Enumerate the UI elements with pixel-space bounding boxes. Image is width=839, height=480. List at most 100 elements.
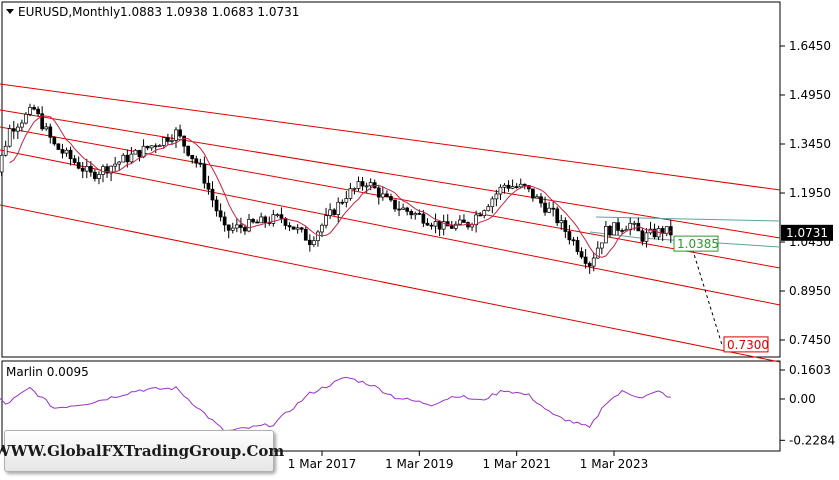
candle-body <box>385 193 389 197</box>
candle-body <box>356 181 361 189</box>
candle-body <box>234 224 239 229</box>
candle-body <box>324 215 328 226</box>
current-price-box <box>781 224 833 241</box>
candle-body <box>239 224 243 228</box>
candle-body <box>506 184 511 189</box>
candle-body <box>328 209 332 216</box>
y-tick-label: 1.3450 <box>789 137 831 151</box>
candle-body <box>60 149 65 154</box>
candle-body <box>275 214 280 217</box>
ohlc-header: 1.0883 1.0938 1.0683 1.0731 <box>120 5 299 19</box>
candle-body <box>591 257 596 267</box>
candle-body <box>608 226 612 236</box>
candle-body <box>7 128 12 147</box>
candle-body <box>56 143 61 150</box>
candle-body <box>449 225 454 229</box>
candle-body <box>640 230 645 242</box>
candle-body <box>101 166 105 175</box>
candle-body <box>648 228 653 234</box>
candle-body <box>312 240 316 245</box>
channel-line <box>0 109 781 239</box>
candle-body <box>632 222 637 225</box>
candle-body <box>494 193 499 200</box>
collapse-triangle-icon[interactable] <box>6 9 14 14</box>
marlin-y-tick-label: 0.1603 <box>789 363 831 377</box>
y-tick-label: 1.4950 <box>789 88 831 102</box>
candle-body <box>44 126 49 130</box>
candle-body <box>620 230 624 232</box>
candle-body <box>539 196 543 204</box>
candle-body <box>453 223 458 229</box>
current-price-label: 1.0731 <box>786 226 828 240</box>
candle-body <box>518 183 523 188</box>
candle-body <box>153 145 158 148</box>
candle-body <box>194 158 199 164</box>
moving-average-line <box>9 115 672 258</box>
candle-body <box>178 129 182 137</box>
candle-body <box>575 240 580 252</box>
candle-body <box>255 221 259 224</box>
candle-body <box>604 226 608 244</box>
candle-body <box>271 214 276 224</box>
candle-body <box>32 107 36 110</box>
candle-body <box>222 216 227 226</box>
target-label: 0.7300 <box>727 338 769 352</box>
candle-body <box>52 136 57 145</box>
candle-body <box>88 166 93 173</box>
candle-body <box>486 206 491 212</box>
candle-body <box>352 188 357 190</box>
marlin-title: Marlin 0.0095 <box>6 365 89 379</box>
candle-body <box>141 145 146 158</box>
candle-body <box>401 207 405 210</box>
candle-body <box>117 161 122 165</box>
candle-body <box>72 158 77 163</box>
candle-body <box>198 162 203 165</box>
candle-body <box>149 145 154 149</box>
chart-title: EURUSD,Monthly <box>18 5 120 19</box>
candle-body <box>121 154 126 163</box>
candle-body <box>24 113 28 124</box>
candle-body <box>247 219 251 232</box>
candle-body <box>551 207 556 210</box>
candle-body <box>510 186 515 189</box>
channel-line <box>0 204 781 363</box>
candle-body <box>218 210 223 218</box>
candle-body <box>320 224 324 233</box>
candle-body <box>579 251 584 258</box>
candle-body <box>332 209 337 215</box>
candle-body <box>547 207 551 213</box>
candle-body <box>348 188 353 199</box>
candle-body <box>555 208 560 224</box>
candle-body <box>109 165 113 174</box>
candle-body <box>137 149 142 158</box>
candle-body <box>105 166 109 174</box>
candle-body <box>567 231 572 241</box>
candle-body <box>170 140 174 142</box>
candle-body <box>182 135 186 147</box>
candle-body <box>531 188 535 199</box>
candle-body <box>526 185 531 190</box>
candle-body <box>97 174 101 179</box>
candle-body <box>316 231 320 242</box>
candle-body <box>490 198 495 208</box>
candle-body <box>599 242 604 249</box>
candle-body <box>283 218 288 226</box>
marlin-pane <box>1 360 781 452</box>
candle-body <box>15 126 20 132</box>
y-tick-label: 0.7450 <box>789 333 831 347</box>
candle-body <box>502 184 507 188</box>
candle-body <box>668 226 673 236</box>
candle-body <box>307 239 312 245</box>
candle-body <box>360 181 365 187</box>
candle-body <box>11 128 16 132</box>
candle-body <box>80 167 85 172</box>
candle-body <box>616 222 620 231</box>
channel-line <box>0 149 781 306</box>
candle-body <box>48 126 53 138</box>
candle-body <box>664 226 669 234</box>
candle-body <box>93 171 97 179</box>
candle-body <box>0 154 4 173</box>
candle-body <box>595 247 600 259</box>
candle-body <box>166 137 170 142</box>
candle-body <box>190 154 195 160</box>
